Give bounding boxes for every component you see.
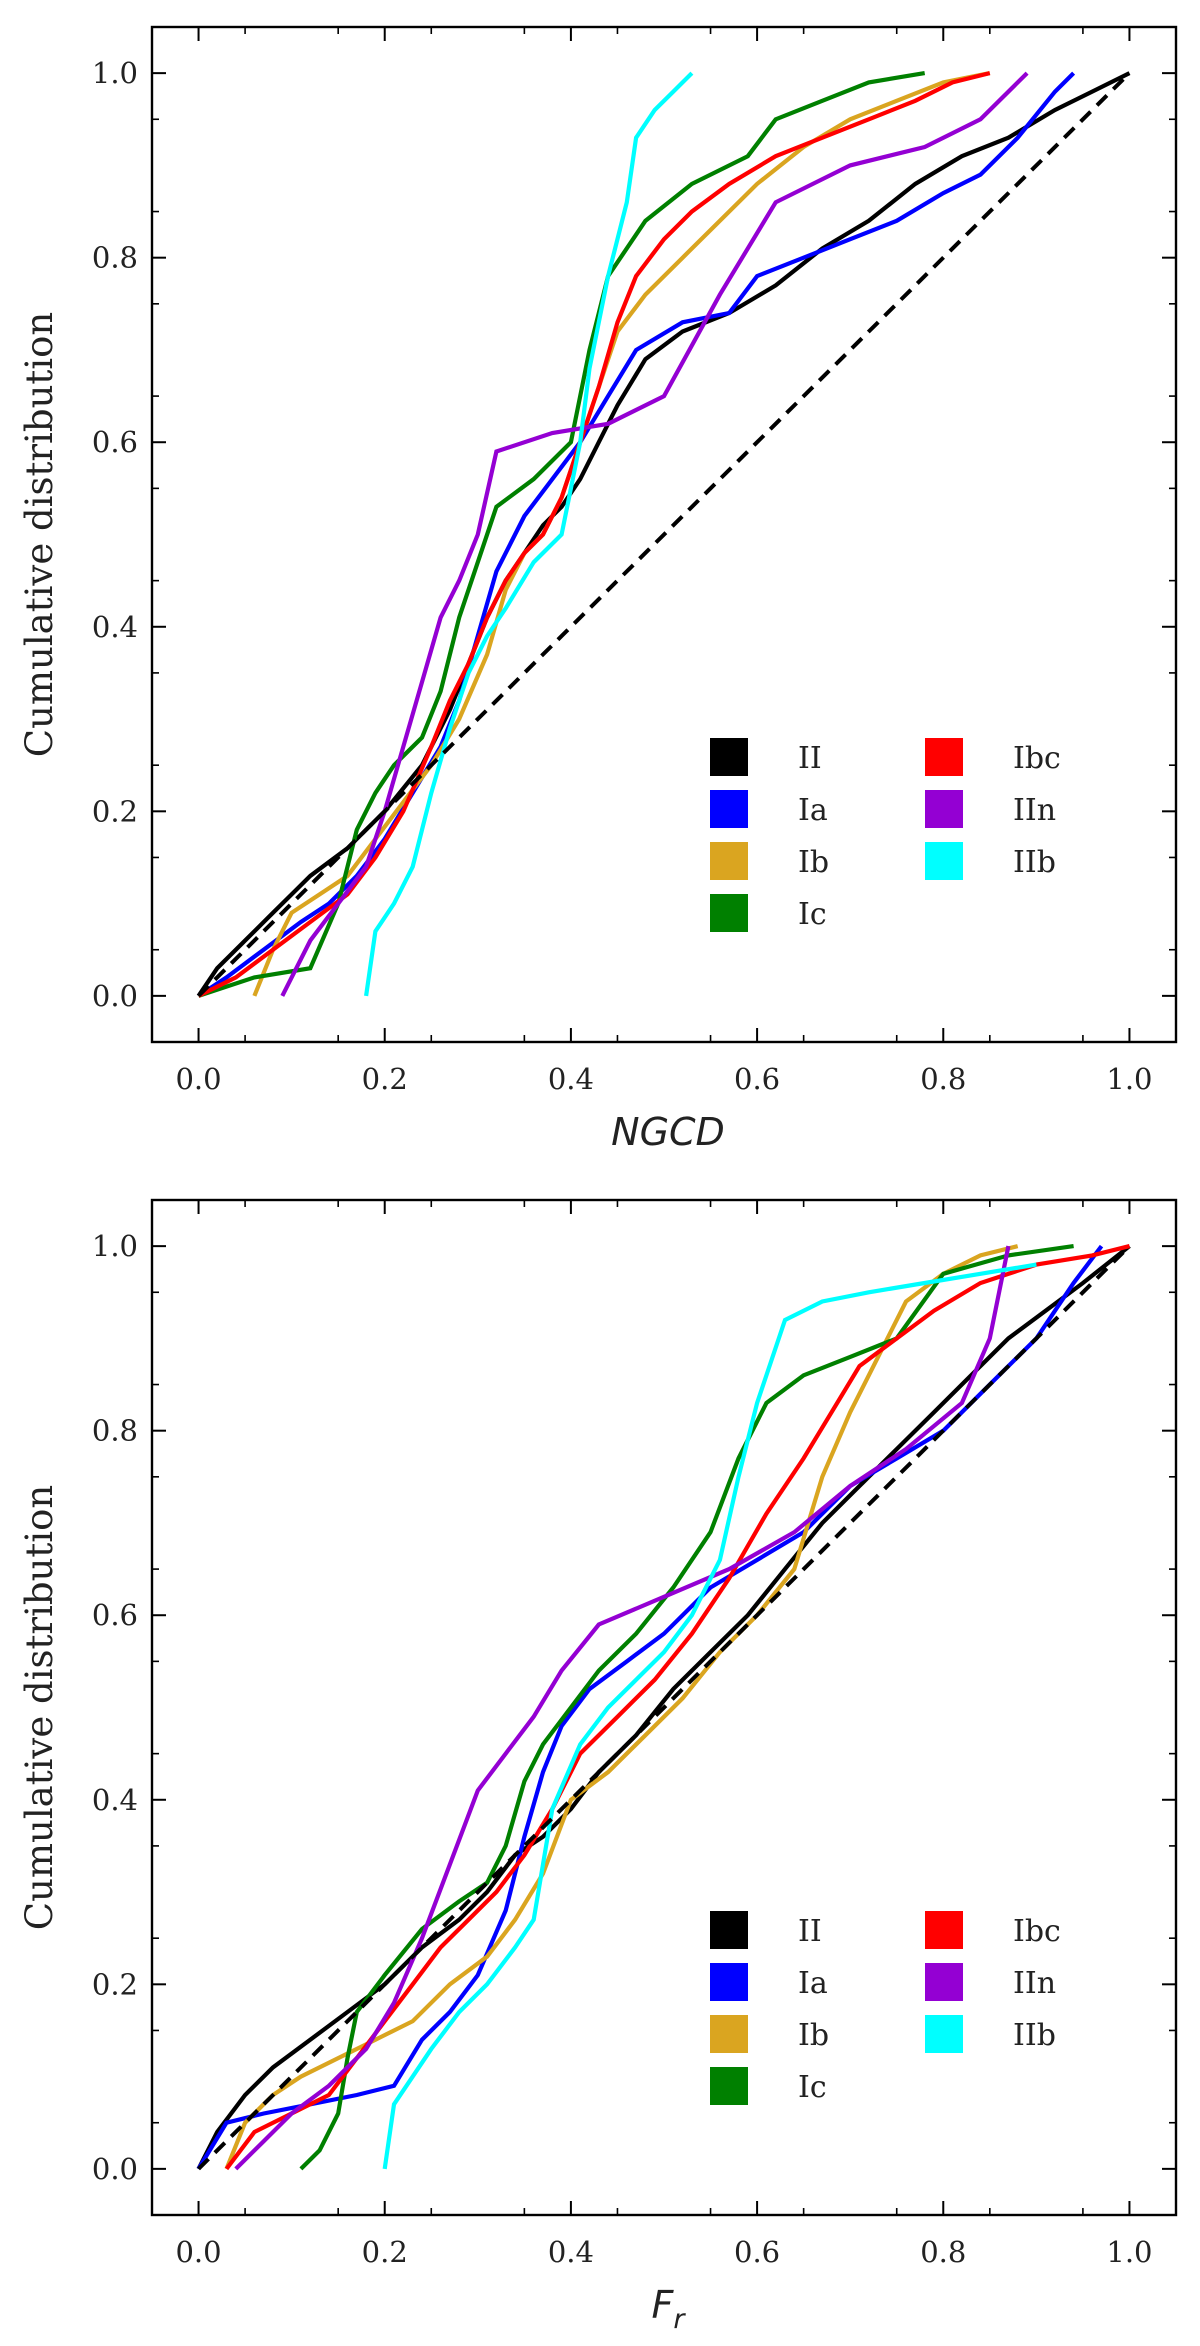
legend-label-ia: Ia — [798, 793, 828, 828]
y-tick-label: 1.0 — [92, 56, 138, 90]
x-axis-label-main: NGCD — [611, 1110, 725, 1154]
x-tick-label: 0.0 — [175, 1062, 221, 1096]
legend-label-iin: IIn — [1013, 1966, 1056, 2001]
x-tick-label: 0.2 — [362, 2235, 408, 2269]
y-tick-label: 0.8 — [92, 1414, 138, 1448]
bottom-chart: 0.0 0.2 0.4 0.6 0.8 1.0 0.0 0.2 0.4 0.6 0.8 1.0 Cumu… — [18, 1198, 1178, 2335]
x-tick-label: 1.0 — [1106, 1062, 1152, 1096]
legend-swatch-ii — [710, 1911, 748, 1949]
y-tick-label: 0.0 — [92, 979, 138, 1013]
y-tick-label: 0.6 — [92, 425, 138, 459]
y-tick-label: 0.4 — [92, 610, 138, 644]
legend-label-ii: II — [798, 1914, 822, 1949]
legend-swatch-iib — [925, 842, 963, 880]
series-line-ibc — [197, 71, 991, 998]
series-line-iin — [280, 71, 1029, 997]
legend-swatch-ia — [710, 790, 748, 828]
x-tick-label: 0.6 — [734, 2235, 780, 2269]
series-line-ic — [197, 71, 926, 998]
y-tick-label: 0.8 — [92, 241, 138, 275]
y-axis-label: Cumulative distribution — [18, 312, 61, 757]
y-tick-label: 0.6 — [92, 1598, 138, 1632]
legend-label-ib: Ib — [798, 845, 829, 880]
legend-swatch-ibc — [925, 738, 963, 776]
y-tick-label: 0.2 — [92, 794, 138, 828]
y-tick-label: 0.2 — [92, 1967, 138, 2001]
legend-swatch-iib — [925, 2015, 963, 2053]
series-line-ib — [224, 1244, 1019, 2170]
series-line-ibc — [224, 1244, 1131, 2171]
x-axis-label: NGCD — [611, 1110, 725, 1154]
y-tick-label: 1.0 — [92, 1229, 138, 1263]
legend-label-ic: Ic — [798, 2070, 827, 2105]
legend-label-ii: II — [798, 741, 822, 776]
x-tick-label: 0.6 — [734, 1062, 780, 1096]
series-line-iib — [382, 1262, 1037, 2170]
y-tick-label: 0.4 — [92, 1783, 138, 1817]
legend-label-iib: IIb — [1013, 2018, 1056, 2053]
series-line-iin — [234, 1245, 1011, 2171]
legend-swatch-ibc — [925, 1911, 963, 1949]
legend-swatch-iin — [925, 790, 963, 828]
legend-swatch-iin — [925, 1963, 963, 2001]
series-line-iib — [364, 71, 694, 997]
y-axis-label: Cumulative distribution — [18, 1485, 61, 1930]
series-line-ia — [196, 1244, 1104, 2170]
plot-frame — [150, 1198, 1178, 2217]
legend-swatch-ii — [710, 738, 748, 776]
legend-label-ibc: Ibc — [1013, 741, 1061, 776]
x-tick-label: 0.4 — [548, 1062, 594, 1096]
y-tick-label: 0.0 — [92, 2152, 138, 2186]
x-tick-label: 0.0 — [175, 2235, 221, 2269]
series-line-ic — [299, 1244, 1074, 2171]
x-axis-label: Fr — [652, 2283, 687, 2335]
series-line-ii — [196, 1244, 1131, 2170]
reference-diagonal-line — [197, 1244, 1131, 2171]
x-tick-label: 0.8 — [920, 1062, 966, 1096]
legend-label-ic: Ic — [798, 897, 827, 932]
plot-frame — [150, 25, 1178, 1044]
legend-swatch-ia — [710, 1963, 748, 2001]
legend-label-ib: Ib — [798, 2018, 829, 2053]
x-tick-label: 0.2 — [362, 1062, 408, 1096]
legend-swatch-ic — [710, 894, 748, 932]
legend-swatch-ib — [710, 842, 748, 880]
x-tick-label: 0.8 — [920, 2235, 966, 2269]
legend-swatch-ib — [710, 2015, 748, 2053]
legend-label-ia: Ia — [798, 1966, 828, 2001]
x-axis-label-subscript: r — [673, 2304, 686, 2335]
x-tick-label: 0.4 — [548, 2235, 594, 2269]
legend-swatch-ic — [710, 2067, 748, 2105]
x-axis-label-main: F — [652, 2283, 675, 2327]
x-tick-label: 1.0 — [1106, 2235, 1152, 2269]
legend-label-iib: IIb — [1013, 845, 1056, 880]
legend-label-iin: IIn — [1013, 793, 1056, 828]
reference-diagonal-line — [197, 71, 1131, 998]
top-chart: 0.0 0.2 0.4 0.6 0.8 1.0 0.0 0.2 0.4 0.6 0.8 1.0 Cumu… — [18, 25, 1178, 1154]
legend-label-ibc: Ibc — [1013, 1914, 1061, 1949]
